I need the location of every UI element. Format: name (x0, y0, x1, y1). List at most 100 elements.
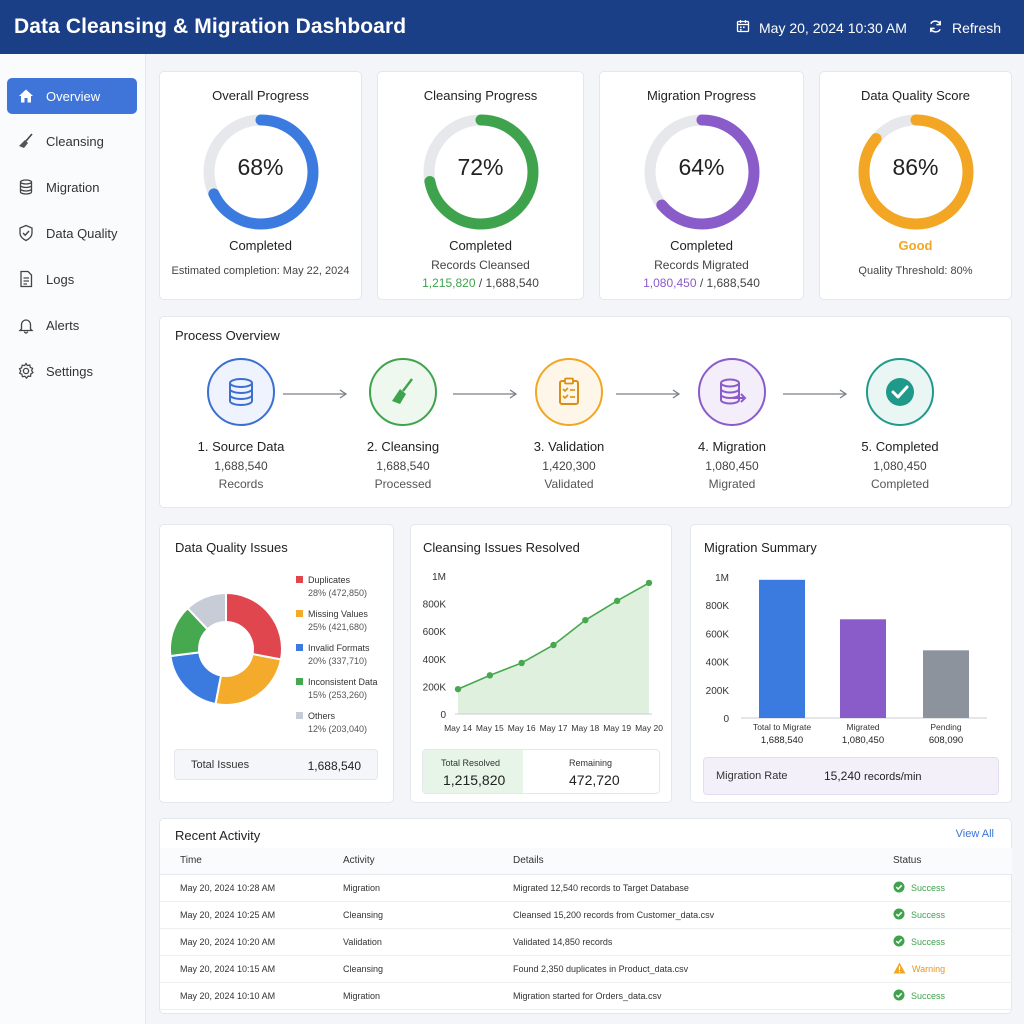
legend-swatch (296, 678, 303, 685)
pie-slice-missing-values (214, 652, 282, 706)
recent-activity-table: Time Activity Details Status May 20, 202… (160, 848, 1012, 1010)
quality-rating: Good (898, 238, 933, 253)
database-icon (207, 358, 275, 426)
step-count: 1,688,540 (214, 459, 268, 473)
legend-item: Inconsistent Data 15% (253,260) (296, 677, 378, 700)
cell-status: Success (873, 928, 1012, 956)
sidebar-item-label: Logs (46, 271, 75, 287)
quality-threshold: Quality Threshold: 80% (858, 265, 973, 277)
pie-slice-invalid-formats (170, 651, 223, 706)
cell-status: Warning (873, 955, 1012, 983)
data-quality-ring: 86% (858, 114, 974, 230)
arrow-right-icon (616, 389, 681, 399)
step-unit: Completed (870, 477, 930, 491)
cell-details: Found 2,350 duplicates in Product_data.c… (493, 955, 873, 983)
table-row[interactable]: May 20, 2024 10:25 AM Cleansing Cleansed 1… (160, 901, 1012, 929)
sidebar-item-label: Alerts (46, 317, 80, 333)
step-unit: Records (218, 477, 264, 491)
table-row[interactable]: May 20, 2024 10:20 AM Validation Validated… (160, 928, 1012, 956)
page-title: Data Cleansing & Migration Dashboard (14, 15, 407, 38)
process-step-cleansing: 2. Cleansing 1,688,540 Processed (333, 358, 473, 491)
refresh-button[interactable]: Refresh (928, 19, 1001, 37)
y-tick-label: 800K (706, 601, 730, 612)
table-row[interactable]: May 20, 2024 10:28 AM Migration Migrated 1… (160, 874, 1012, 902)
cell-status: Success (873, 982, 1012, 1010)
estimated-completion: Estimated completion: May 22, 2024 (171, 265, 350, 277)
legend-item: Missing Values 25% (421,680) (296, 609, 368, 632)
migration-progress-value: 64% (678, 154, 725, 180)
sidebar-item-label: Overview (46, 88, 101, 104)
sidebar-item-label: Cleansing (46, 133, 104, 149)
check-circle-icon (893, 989, 905, 1003)
table-row[interactable]: May 20, 2024 10:15 AM Cleansing Found 2,35… (160, 955, 1012, 983)
total-issues-label: Total Issues (191, 759, 250, 771)
legend-item: Invalid Formats 20% (337,710) (296, 643, 370, 666)
cell-activity: Cleansing (323, 901, 493, 929)
records-cleansed-label: Records Cleansed (431, 258, 530, 272)
sidebar-item-migration[interactable]: Migration (7, 169, 137, 205)
table-header-row: Time Activity Details Status (160, 848, 1012, 875)
migration-progress-card: Migration Progress 64% Completed Records… (599, 71, 804, 300)
total-resolved-cell: Total Resolved 1,215,820 (423, 750, 523, 793)
gear-icon (15, 360, 37, 382)
status-label: Completed (670, 238, 733, 253)
total-resolved-value: 1,215,820 (443, 772, 506, 788)
y-tick-label: 0 (723, 714, 729, 725)
card-title: Overall Progress (212, 88, 309, 103)
sidebar-item-label: Settings (46, 363, 93, 379)
sidebar-item-settings[interactable]: Settings (7, 353, 137, 389)
card-title: Migration Progress (646, 88, 757, 103)
legend-swatch (296, 712, 303, 719)
legend-value: 25% (421,680) (308, 622, 368, 632)
status-text: Success (911, 882, 946, 893)
ring-progress (423, 114, 538, 230)
legend-label: Inconsistent Data (308, 677, 378, 687)
remaining-label: Remaining (569, 758, 613, 768)
card-title: Data Quality Issues (175, 540, 288, 555)
cell-status: Success (873, 874, 1012, 902)
data-point (518, 659, 525, 667)
sidebar-item-cleansing[interactable]: Cleansing (7, 123, 137, 159)
cell-details: Cleansed 15,200 records from Customer_da… (493, 901, 873, 929)
sidebar-item-alerts[interactable]: Alerts (7, 307, 137, 343)
arrow-right-icon (783, 389, 848, 399)
check-circle-icon (866, 358, 934, 426)
quality-issues-donut-chart (170, 591, 282, 706)
y-tick-label: 200K (423, 682, 447, 693)
status-text: Success (911, 936, 946, 947)
x-tick-label: May 15 (476, 723, 504, 733)
shield-check-icon (15, 222, 37, 244)
step-name: 3. Validation (533, 439, 605, 454)
sidebar-item-data-quality[interactable]: Data Quality (7, 215, 137, 251)
step-unit: Validated (544, 477, 594, 491)
y-tick-label: 1M (715, 573, 729, 584)
view-all-link[interactable]: View All (955, 828, 994, 840)
cell-time: May 20, 2024 10:10 AM (160, 982, 323, 1010)
arrow-right-icon (453, 389, 518, 399)
sidebar-item-logs[interactable]: Logs (7, 261, 137, 297)
x-tick-label: May 20 (635, 723, 663, 733)
step-count: 1,420,300 (542, 459, 596, 473)
table-row[interactable]: May 20, 2024 10:10 AM Migration Migration … (160, 982, 1012, 1010)
ring-progress (858, 114, 973, 230)
legend-label: Invalid Formats (308, 643, 370, 653)
sidebar-item-overview[interactable]: Overview (7, 78, 137, 114)
check-circle-icon (893, 881, 905, 895)
cell-activity: Migration (323, 874, 493, 902)
cell-time: May 20, 2024 10:15 AM (160, 955, 323, 983)
done-count: 1,080,450 (643, 276, 697, 290)
process-step-completed: 5. Completed 1,080,450 Completed (830, 358, 970, 491)
process-step-source-data: 1. Source Data 1,688,540 Records (171, 358, 311, 491)
legend-item: Duplicates 28% (472,850) (296, 575, 367, 598)
cell-activity: Migration (323, 982, 493, 1010)
y-tick-label: 0 (440, 710, 446, 721)
data-quality-score-card: Data Quality Score 86% Good Quality Thre… (819, 71, 1012, 300)
overall-progress-card: Overall Progress 68% Completed Estimated… (159, 71, 362, 300)
cell-details: Migrated 12,540 records to Target Databa… (493, 874, 873, 902)
remaining-value: 472,720 (569, 772, 620, 788)
overall-progress-ring: 68% (203, 114, 319, 230)
total-count: / 1,688,540 (696, 276, 760, 290)
status-label: Completed (229, 238, 292, 253)
process-overview-card: Process Overview 1. Source Data 1,688,54… (159, 316, 1012, 508)
total-issues-value: 1,688,540 (307, 759, 361, 773)
